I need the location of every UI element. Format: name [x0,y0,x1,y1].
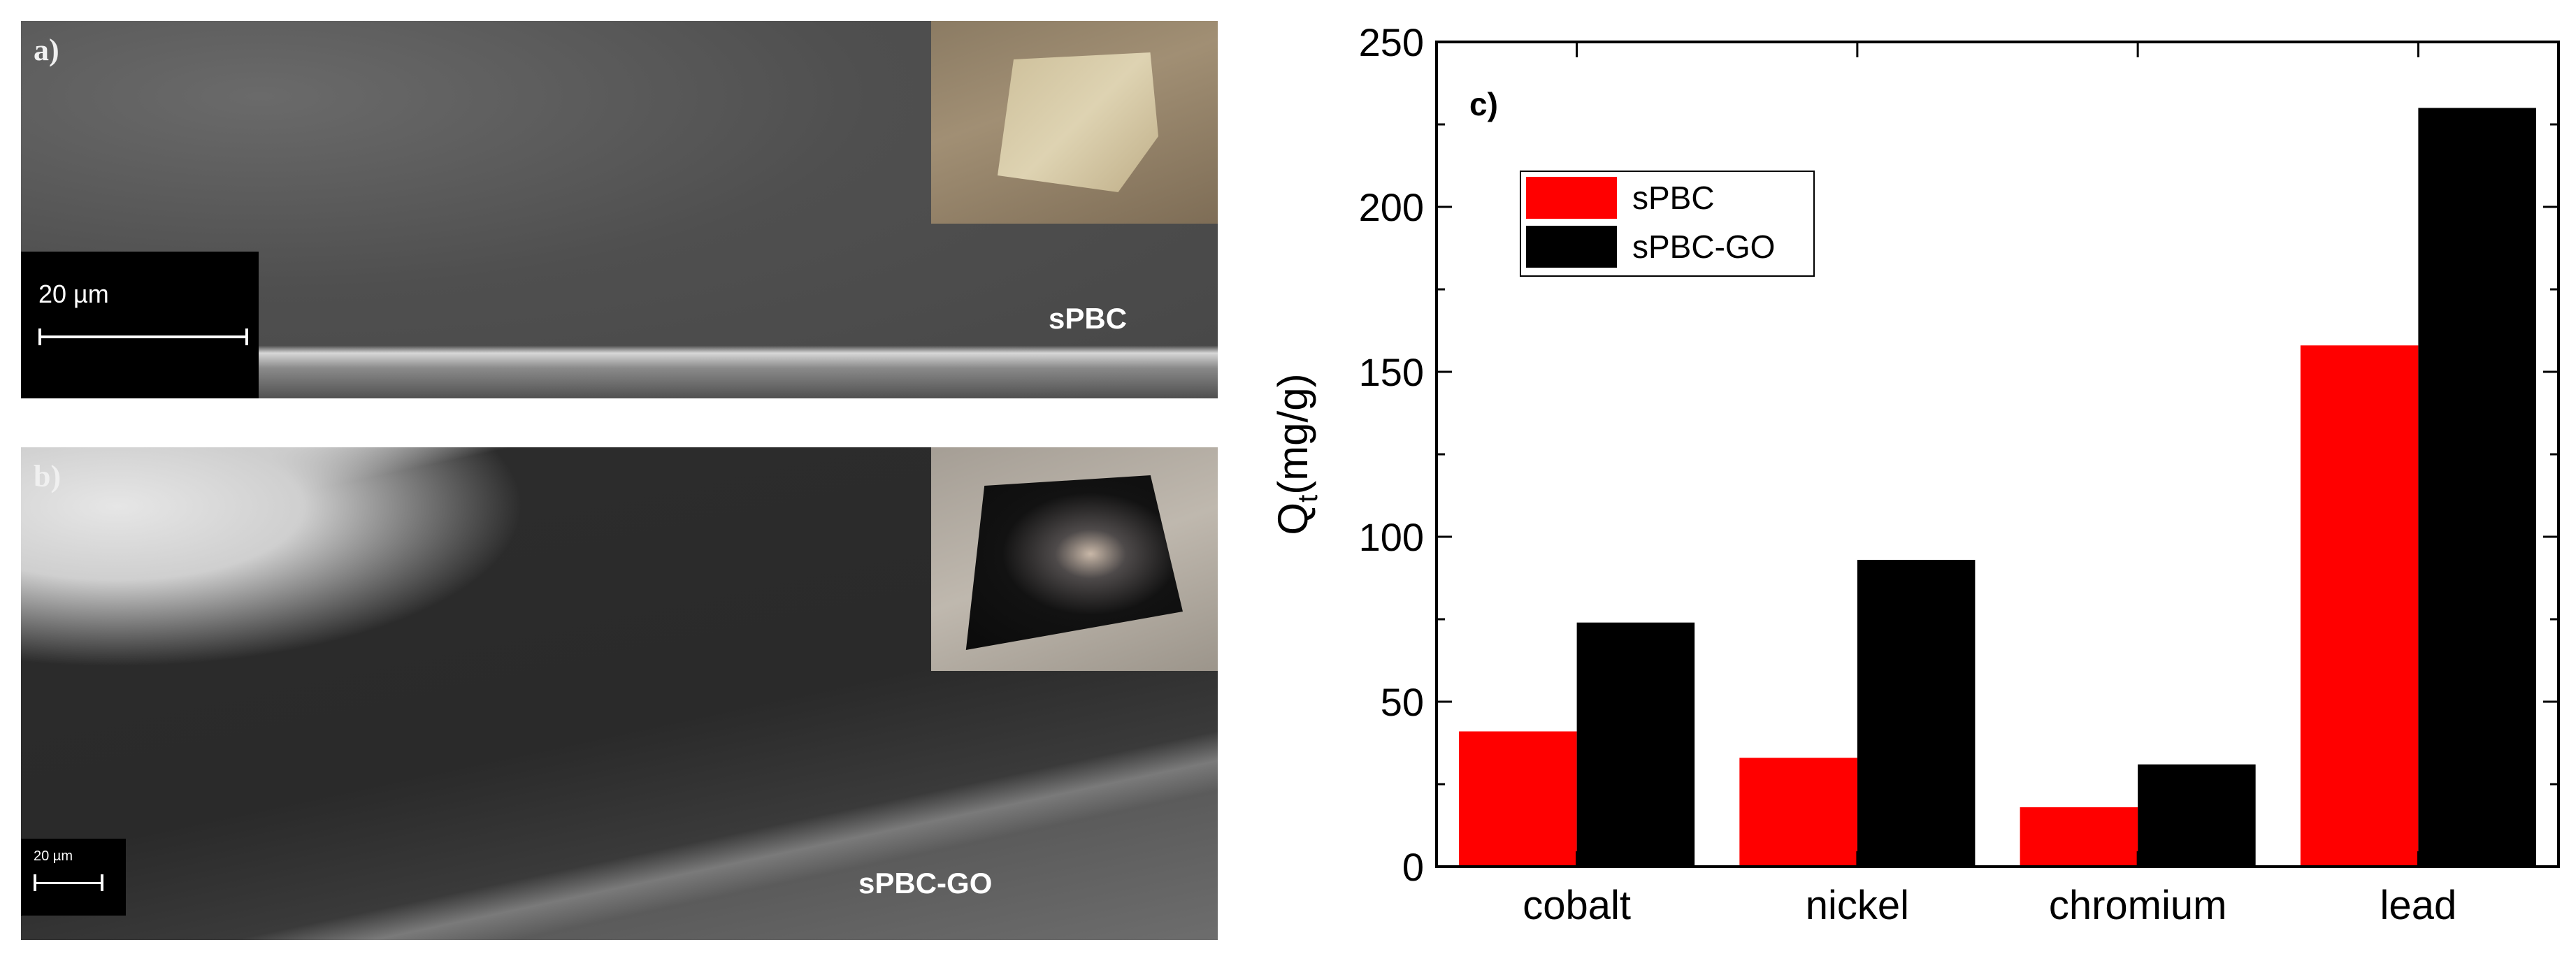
scale-bar-line [34,874,103,891]
y-axis-label: Qt(mg/g) [1269,373,1323,535]
scale-bar-label: 20 µm [38,280,109,308]
bar-spbc-go-cobalt [1576,622,1695,867]
legend-label-spbc-go: sPBC-GO [1632,229,1775,265]
plot-frame [1435,41,2560,868]
x-tick-label: lead [2380,883,2457,928]
membrane-sample [965,475,1183,650]
legend-swatch-spbc [1526,177,1617,219]
bar-spbc-lead [2300,345,2419,867]
x-tick-label: cobalt [1523,883,1631,928]
sem-image-spbc: a) 20 µm sPBC [21,21,1218,398]
bar-spbc-go-lead [2418,108,2536,867]
x-tick-label: chromium [2049,883,2227,928]
bar-spbc-nickel [1739,758,1857,867]
scale-bar: 20 µm [21,252,259,398]
scale-bar-line [38,328,248,345]
y-tick-label: 150 [1359,350,1424,394]
bar-spbc-go-nickel [1857,560,1976,867]
adsorption-bar-chart: cobalt nickel chromium lead 0 50 100 150 200 250 Q… [1269,20,2560,928]
legend-label-spbc: sPBC [1632,180,1715,216]
scale-bar: 20 µm [21,839,126,916]
panel-a-label: a) [34,33,59,67]
panel-c-label: c) [1469,86,1498,122]
y-tick-label: 0 [1402,845,1424,889]
x-tick-label: nickel [1806,883,1909,928]
bar-spbc-cobalt [1459,731,1577,867]
y-tick-label: 50 [1381,680,1424,724]
sample-label-spbc-go: sPBC-GO [858,867,993,899]
sample-label-spbc: sPBC [1049,302,1128,335]
panel-b-label: b) [34,459,62,493]
bar-spbc-chromium [2020,807,2138,867]
y-tick-label: 200 [1359,185,1424,229]
scale-bar-label: 20 µm [34,848,73,864]
y-tick-label: 100 [1359,515,1424,559]
sem-image-spbc-go: b) 20 µm sPBC-GO [21,447,1218,940]
legend-swatch-spbc-go [1526,226,1617,268]
inset-photo-spbc [931,21,1218,224]
inset-photo-spbc-go [931,447,1218,671]
y-tick-label: 250 [1359,20,1424,64]
membrane-sample [998,52,1158,192]
bar-spbc-go-chromium [2138,764,2256,867]
